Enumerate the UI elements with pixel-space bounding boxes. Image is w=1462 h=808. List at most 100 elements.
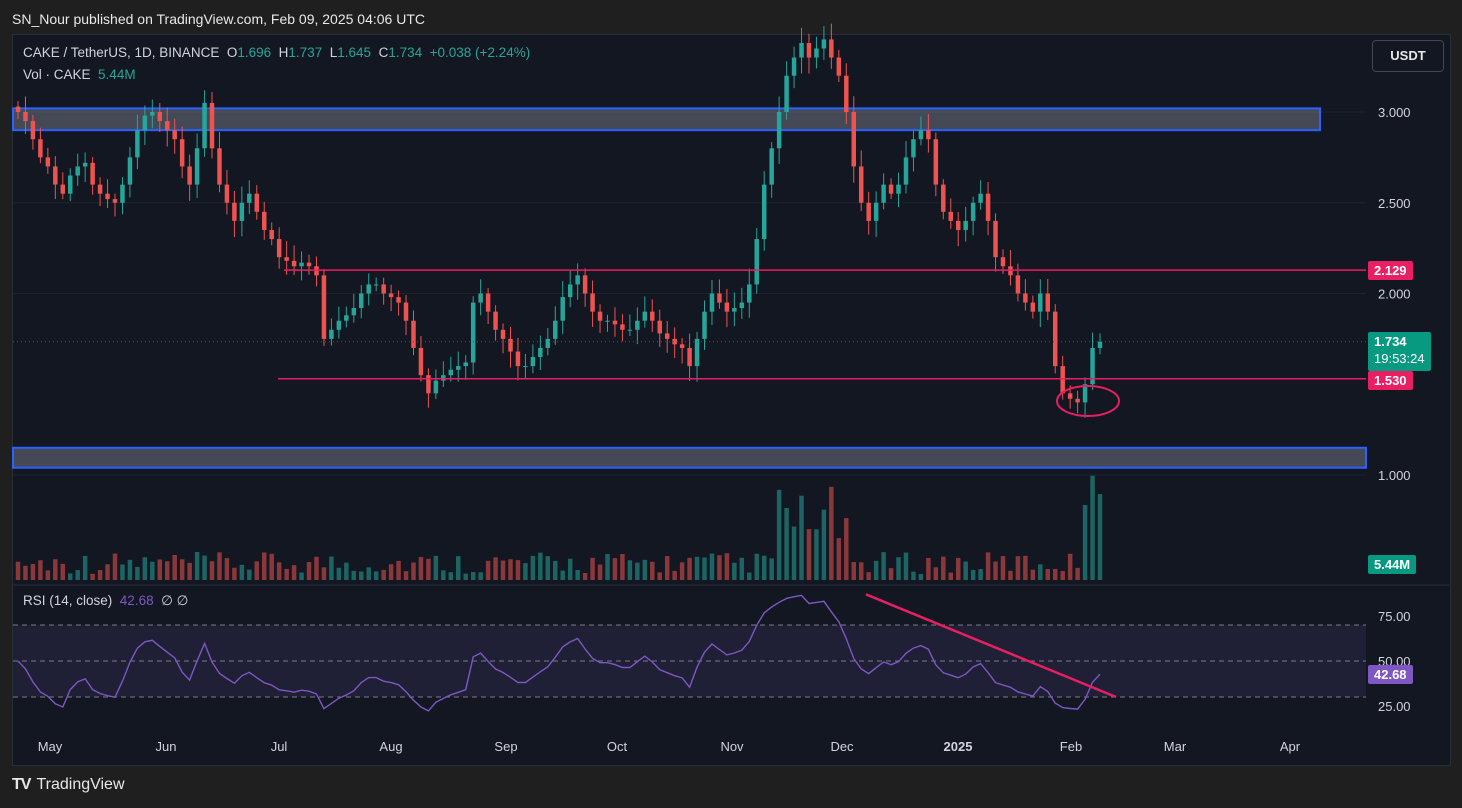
candle-body xyxy=(582,275,588,294)
volume-bar xyxy=(82,555,88,580)
candle-body xyxy=(702,311,707,339)
volume-bar xyxy=(866,572,871,580)
candle-body xyxy=(926,130,931,140)
time-axis-label: Jun xyxy=(156,739,177,754)
volume-label[interactable]: Vol · CAKE xyxy=(23,67,91,82)
volume-bar xyxy=(948,572,953,580)
low-label: L xyxy=(329,45,338,60)
candle-body xyxy=(276,239,282,258)
volume-bar xyxy=(426,558,431,580)
candle-body xyxy=(560,297,565,321)
volume-bar xyxy=(254,561,260,580)
candle-body xyxy=(933,139,939,185)
volume-bar xyxy=(1038,564,1043,580)
candle-body xyxy=(97,184,103,194)
time-axis-label: Aug xyxy=(379,739,402,754)
volume-bar xyxy=(344,562,349,580)
candle-body xyxy=(687,347,692,367)
close-value: 1.734 xyxy=(388,45,423,60)
volume-bar xyxy=(67,573,73,580)
volume-bar xyxy=(470,572,476,580)
candle-body xyxy=(351,308,357,316)
candle-body xyxy=(918,130,924,140)
volume-bar xyxy=(142,557,148,580)
volume-bar xyxy=(769,558,774,580)
candle-body xyxy=(709,293,715,312)
volume-bar xyxy=(620,554,625,580)
volume-bar xyxy=(888,568,894,580)
price-axis-label: 1.000 xyxy=(1378,468,1411,483)
candle-body xyxy=(993,220,998,258)
volume-bar xyxy=(366,567,371,580)
candle-body xyxy=(858,166,864,203)
candle-body xyxy=(1045,293,1051,312)
candle-body xyxy=(985,193,991,221)
volume-tag: 5.44M xyxy=(1368,555,1417,574)
currency-button[interactable]: USDT xyxy=(1372,40,1444,72)
volume-bar xyxy=(747,572,752,580)
volume-bar xyxy=(806,529,812,580)
candle-body xyxy=(179,139,185,167)
volume-bar xyxy=(560,570,565,580)
candle-body xyxy=(747,284,752,303)
volume-bar xyxy=(45,570,51,580)
candle-body xyxy=(791,57,797,76)
volume-bar xyxy=(135,566,140,580)
volume-bar xyxy=(508,559,513,580)
candle-body xyxy=(821,39,827,49)
volume-bar xyxy=(650,561,655,580)
candle-body xyxy=(1030,302,1036,312)
candle-body xyxy=(269,229,274,240)
volume-bar xyxy=(1000,556,1006,580)
chart-frame[interactable] xyxy=(12,34,1451,766)
resistance-price-tag: 2.129 xyxy=(1368,261,1413,280)
candle-body xyxy=(530,357,536,367)
volume-bar xyxy=(217,552,222,580)
volume-bar xyxy=(299,572,304,580)
volume-bar xyxy=(90,573,95,580)
candle-body xyxy=(112,199,118,203)
volume-bar xyxy=(403,571,409,580)
volume-bar xyxy=(239,564,245,580)
current-price-tag: 1.734 19:53:24 xyxy=(1368,332,1431,371)
candle-body xyxy=(291,260,297,267)
volume-bar xyxy=(799,495,804,580)
volume-bar xyxy=(784,508,789,580)
candle-body xyxy=(948,211,953,221)
candle-body xyxy=(463,362,468,367)
volume-bar xyxy=(194,552,200,580)
candle-body xyxy=(612,320,618,325)
candle-body xyxy=(836,57,842,76)
footer-brand[interactable]: TV TradingView xyxy=(12,776,125,794)
candle-body xyxy=(515,351,521,367)
volume-bar xyxy=(351,570,357,580)
candle-body xyxy=(344,315,349,321)
time-axis-label: 2025 xyxy=(944,739,973,754)
candle-body xyxy=(538,347,543,358)
symbol-label[interactable]: CAKE / TetherUS, 1D, BINANCE xyxy=(23,45,220,60)
footer-brand-text: TradingView xyxy=(36,776,125,793)
volume-bar xyxy=(933,567,939,580)
volume-bar xyxy=(627,560,633,580)
volume-bar xyxy=(993,561,998,580)
time-axis-label: Sep xyxy=(494,739,517,754)
time-axis-label: Dec xyxy=(830,739,854,754)
candle-body xyxy=(1097,341,1103,348)
time-axis-label: Apr xyxy=(1280,739,1301,754)
volume-bar xyxy=(105,564,110,580)
candle-body xyxy=(456,366,461,370)
candle-body xyxy=(194,148,200,185)
rsi-label[interactable]: RSI (14, close) xyxy=(23,593,113,608)
candle-body xyxy=(105,193,110,200)
volume-bar xyxy=(269,553,274,580)
volume-bar xyxy=(321,567,327,580)
volume-bar xyxy=(970,569,976,580)
volume-bar xyxy=(657,572,662,580)
volume-bar xyxy=(1097,494,1103,580)
volume-bar xyxy=(761,555,767,580)
volume-bar xyxy=(1015,556,1021,580)
candle-body xyxy=(165,121,170,131)
candle-body xyxy=(1038,293,1043,312)
volume-bar xyxy=(291,565,297,580)
